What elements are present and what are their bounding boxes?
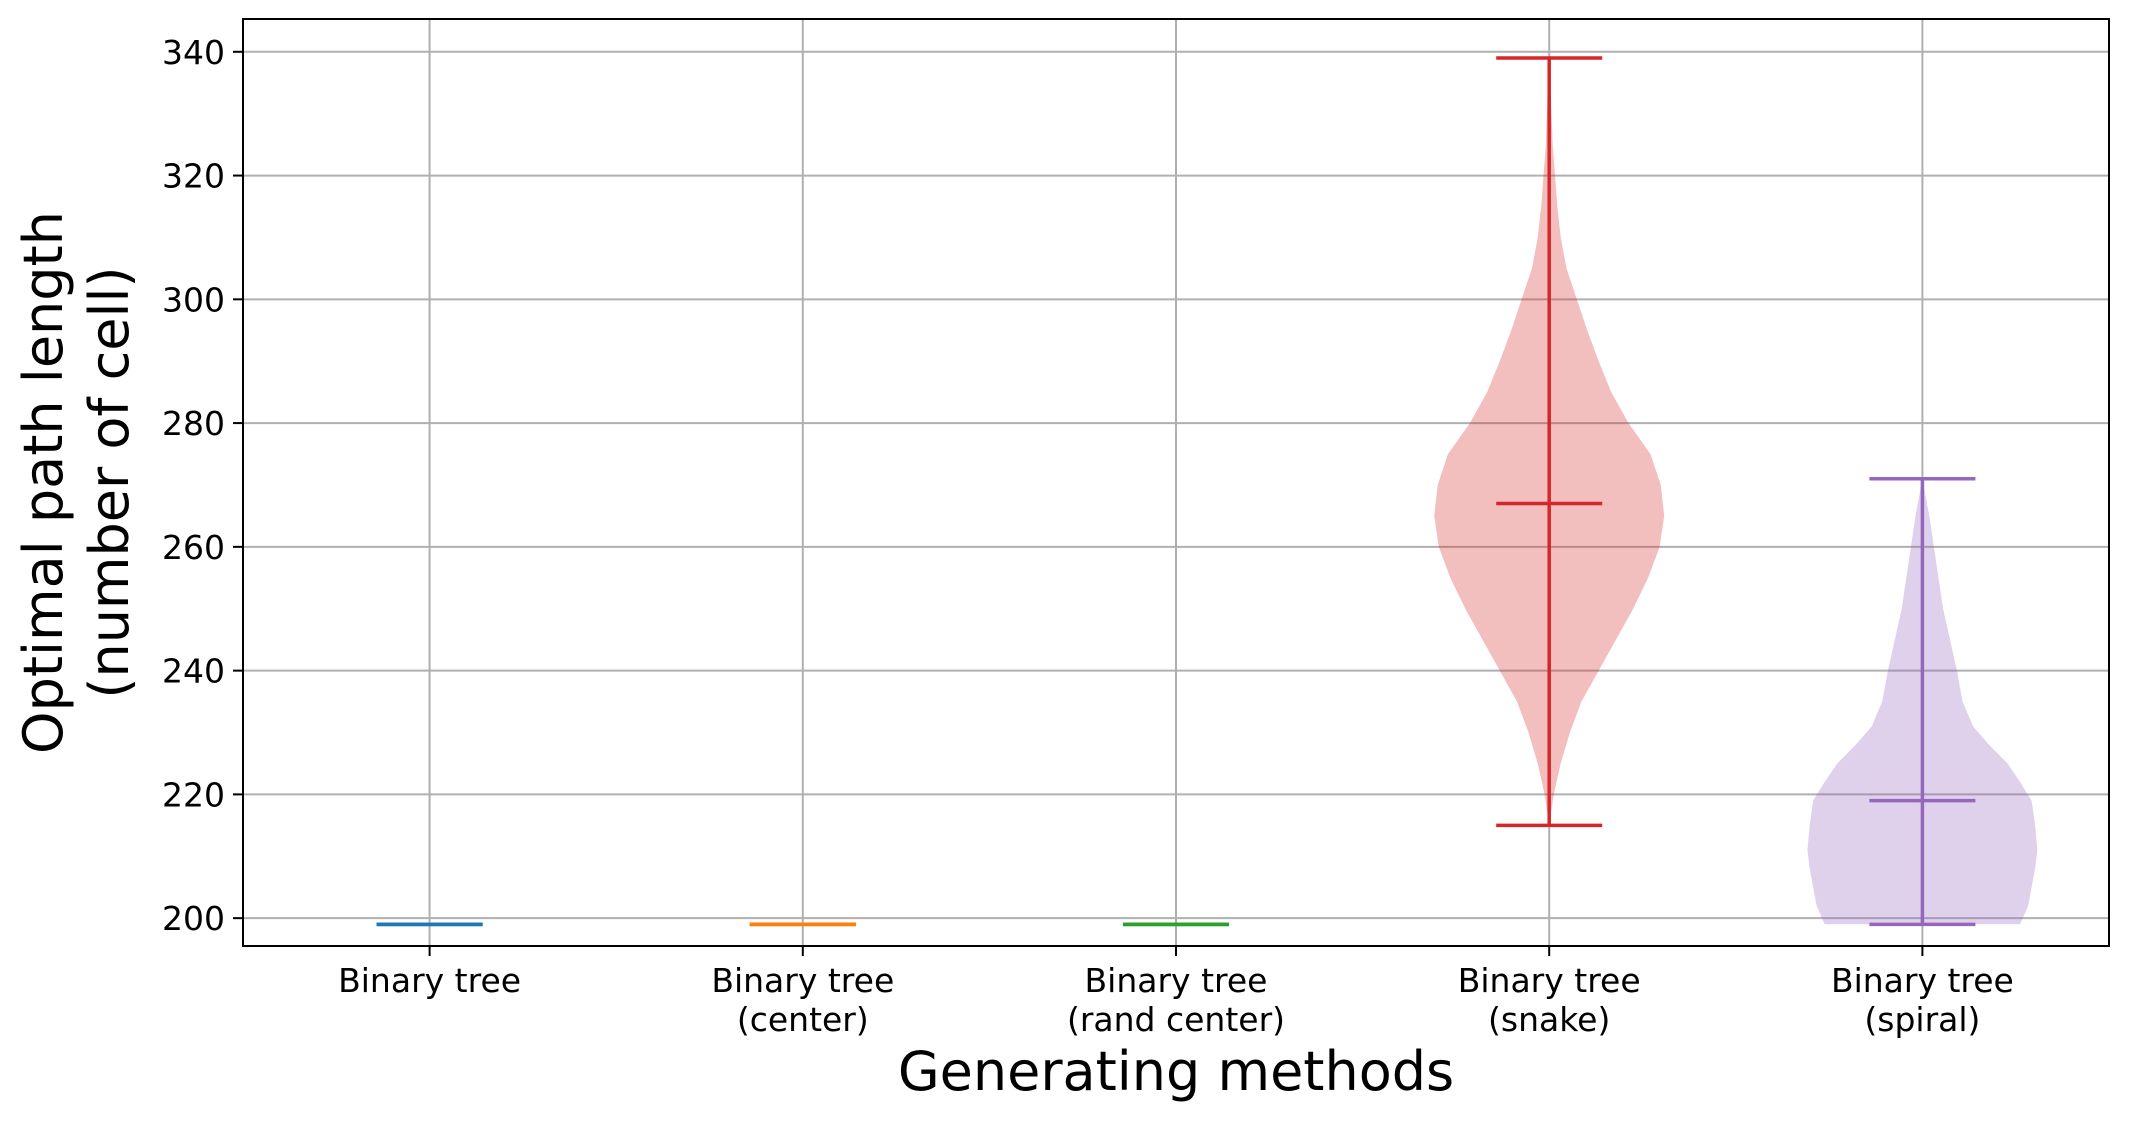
- x-tick-label-line: (rand center): [1067, 1000, 1285, 1039]
- y-tick-label: 240: [162, 652, 225, 691]
- x-tick-label-line: Binary tree: [1831, 961, 2014, 1000]
- x-tick-label-line: Binary tree: [338, 961, 521, 1000]
- x-tick-label: Binary tree (spiral): [1831, 961, 2014, 1039]
- y-tick-label: 320: [162, 157, 225, 196]
- y-tick-label: 280: [162, 404, 225, 443]
- x-tick-label-line: Binary tree: [711, 961, 894, 1000]
- x-tick-label: Binary tree (rand center): [1067, 961, 1285, 1039]
- x-axis-title: Generating methods: [898, 1040, 1454, 1103]
- y-tick-label: 220: [162, 775, 225, 814]
- y-axis-title-line: Optimal path length: [12, 211, 75, 754]
- y-axis-title: Optimal path length(number of cell): [12, 211, 141, 754]
- y-tick-label: 340: [162, 33, 225, 72]
- x-tick-label: Binary tree (center): [711, 961, 894, 1039]
- y-tick-label: 200: [162, 899, 225, 938]
- x-ticks: Binary tree Binary tree (center)Binary tre…: [338, 946, 2014, 1039]
- y-ticks: 200 220 240 260 280 300 320 340: [162, 33, 243, 938]
- x-tick-label-line: Binary tree: [1458, 961, 1641, 1000]
- y-axis-title-line: (number of cell): [78, 266, 141, 698]
- violins-layer: [376, 56, 2038, 927]
- x-tick-label: Binary tree: [338, 961, 521, 1000]
- x-tick-label-line: (spiral): [1864, 1000, 1980, 1039]
- x-tick-label-line: (center): [737, 1000, 869, 1039]
- y-tick-label: 300: [162, 280, 225, 319]
- y-tick-label: 260: [162, 528, 225, 567]
- x-tick-label-line: Binary tree: [1085, 961, 1268, 1000]
- x-tick-label: Binary tree (snake): [1458, 961, 1641, 1039]
- x-tick-label-line: (snake): [1488, 1000, 1610, 1039]
